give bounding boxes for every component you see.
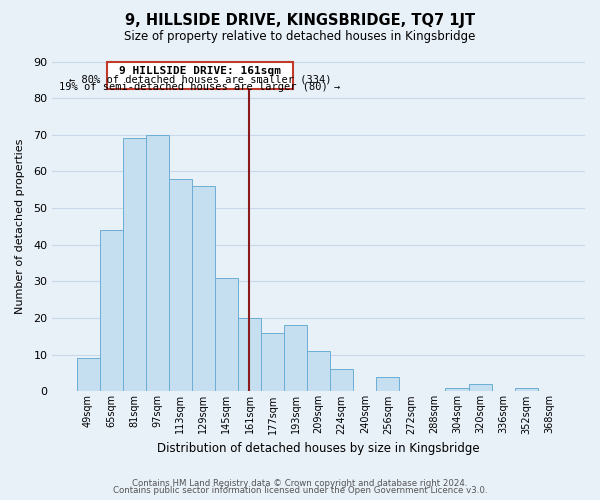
Text: Contains HM Land Registry data © Crown copyright and database right 2024.: Contains HM Land Registry data © Crown c… [132, 478, 468, 488]
Bar [284, 326, 307, 392]
Bar [192, 186, 215, 392]
Bar [215, 278, 238, 392]
Bar [307, 351, 330, 392]
Text: ← 80% of detached houses are smaller (334): ← 80% of detached houses are smaller (33… [68, 74, 331, 85]
Bar [515, 388, 538, 392]
FancyBboxPatch shape [107, 62, 293, 89]
Bar [330, 370, 353, 392]
Bar [469, 384, 491, 392]
X-axis label: Distribution of detached houses by size in Kingsbridge: Distribution of detached houses by size … [157, 442, 480, 455]
Text: Size of property relative to detached houses in Kingsbridge: Size of property relative to detached ho… [124, 30, 476, 43]
Bar [77, 358, 100, 392]
Bar [169, 179, 192, 392]
Bar [100, 230, 122, 392]
Bar [238, 318, 261, 392]
Bar [122, 138, 146, 392]
Text: 19% of semi-detached houses are larger (80) →: 19% of semi-detached houses are larger (… [59, 82, 341, 92]
Bar [261, 332, 284, 392]
Text: 9 HILLSIDE DRIVE: 161sqm: 9 HILLSIDE DRIVE: 161sqm [119, 66, 281, 76]
Text: 9, HILLSIDE DRIVE, KINGSBRIDGE, TQ7 1JT: 9, HILLSIDE DRIVE, KINGSBRIDGE, TQ7 1JT [125, 12, 475, 28]
Bar [146, 135, 169, 392]
Y-axis label: Number of detached properties: Number of detached properties [15, 139, 25, 314]
Bar [445, 388, 469, 392]
Text: Contains public sector information licensed under the Open Government Licence v3: Contains public sector information licen… [113, 486, 487, 495]
Bar [376, 376, 400, 392]
